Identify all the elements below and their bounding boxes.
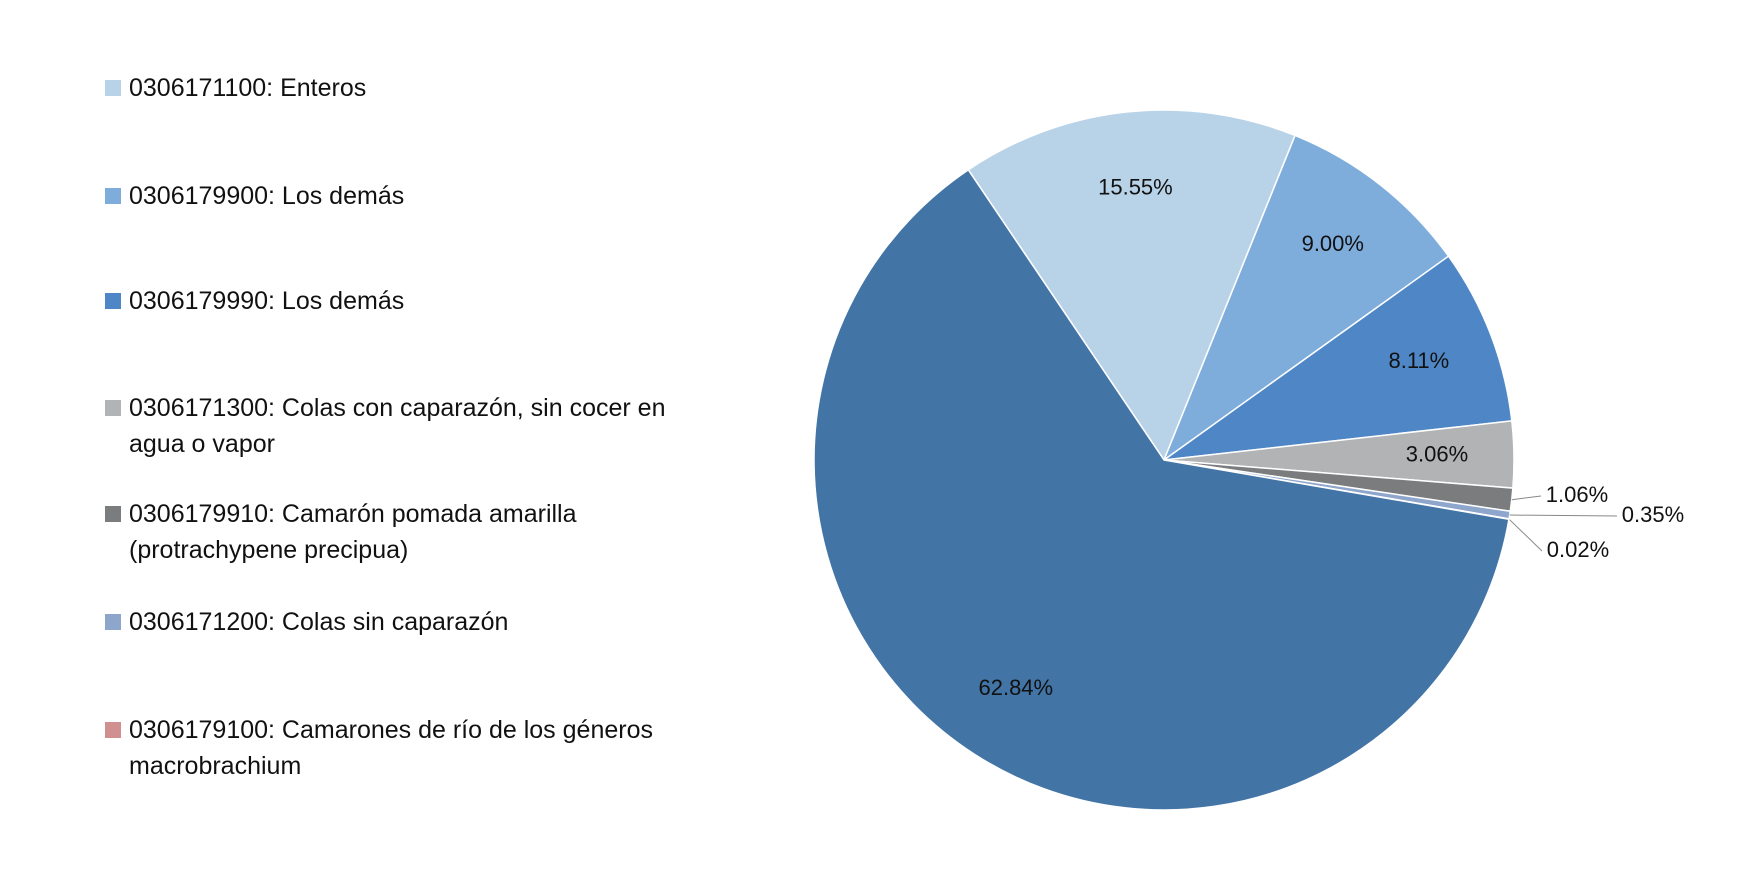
legend-swatch (105, 400, 121, 416)
legend-swatch (105, 506, 121, 522)
legend-item: 0306179990: Los demás (105, 283, 705, 319)
pie-slice (967, 109, 1297, 462)
pie-slice (1161, 255, 1513, 462)
legend-item: 0306179910: Camarón pomada amarilla (pro… (105, 496, 705, 568)
legend-label: 0306171100: Enteros (129, 74, 367, 102)
legend-label: 0306171200: Colas sin caparazón (129, 608, 509, 636)
data-label: 0.02% (1547, 537, 1609, 562)
data-label: 3.06% (1406, 442, 1468, 467)
legend-item: 0306179900: Los demás (105, 178, 705, 214)
legend-swatch (105, 80, 121, 96)
legend-swatch (105, 614, 121, 630)
legend-item: 0306171300: Colas con caparazón, sin coc… (105, 390, 705, 462)
legend-swatch (105, 188, 121, 204)
data-label: 15.55% (1098, 174, 1173, 199)
legend-label: 0306179990: Los demás (129, 287, 405, 315)
legend-swatch (105, 293, 121, 309)
leader-line (1511, 495, 1542, 501)
legend-label: 0306179100: Camarones de río de los géne… (129, 716, 653, 780)
legend-item: 0306171200: Colas sin caparazón (105, 604, 705, 640)
legend-label: 0306179900: Los demás (129, 182, 405, 210)
pie-slice (813, 168, 1510, 811)
legend-item: 0306171100: Enteros (105, 70, 705, 106)
data-label: 1.06% (1546, 482, 1608, 507)
legend-swatch (105, 722, 121, 738)
pie-slice (1162, 134, 1450, 463)
data-label: 9.00% (1302, 231, 1364, 256)
legend-item: 0306179100: Camarones de río de los géne… (105, 712, 705, 784)
legend-label: 0306179910: Camarón pomada amarilla (pro… (129, 500, 577, 564)
data-label: 62.84% (978, 675, 1053, 700)
legend-label: 0306171300: Colas con caparazón, sin coc… (129, 394, 666, 458)
leader-line (1508, 518, 1543, 552)
leader-line (1509, 514, 1618, 517)
data-label: 0.35% (1622, 502, 1684, 527)
data-label: 8.11% (1388, 348, 1449, 373)
